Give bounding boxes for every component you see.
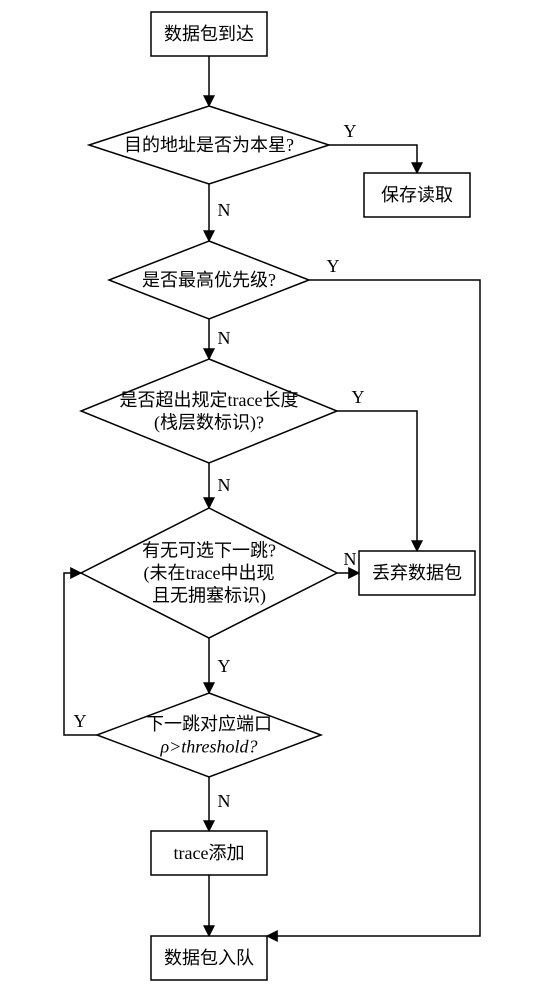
edge-4 [267, 280, 480, 936]
n_enqueue: 数据包入队 [151, 936, 267, 980]
edge-label-2: Y [344, 121, 357, 141]
edge-label-3: N [218, 328, 231, 348]
n_save-line-0: 保存读取 [381, 185, 453, 205]
n_dest: 目的地址是否为本星? [89, 106, 329, 184]
n_start: 数据包到达 [151, 12, 267, 56]
n_start-line-0: 数据包到达 [164, 24, 254, 44]
n_prio: 是否最高优先级? [109, 241, 309, 319]
n_trace-line-0: 是否超出规定trace长度 [120, 390, 299, 410]
edge-6 [337, 411, 417, 551]
edge-label-8: Y [218, 656, 231, 676]
edge-label-10: N [218, 791, 231, 811]
n_save: 保存读取 [364, 173, 470, 217]
n_drop-line-0: 丢弃数据包 [372, 563, 462, 583]
n_port-line-1: ρ>threshold? [159, 736, 257, 756]
n_port-line-0: 下一跳对应端口 [146, 714, 272, 734]
n_next-line-0: 有无可选下一跳? [142, 541, 276, 561]
n_trace-line-1: (栈层数标识)? [154, 412, 264, 433]
n_dest-line-0: 目的地址是否为本星? [124, 135, 294, 155]
n_drop: 丢弃数据包 [359, 551, 475, 595]
n_next-line-1: (未在trace中出现 [144, 563, 275, 584]
edge-label-5: N [218, 475, 231, 495]
n_enqueue-line-0: 数据包入队 [164, 948, 254, 968]
n_prio-line-0: 是否最高优先级? [142, 270, 276, 290]
n_port: 下一跳对应端口ρ>threshold? [97, 693, 321, 777]
n_add-line-0: trace添加 [174, 843, 245, 863]
edge-label-4: Y [327, 256, 340, 276]
edge-label-9: Y [74, 711, 87, 731]
edge-label-1: N [218, 200, 231, 220]
n_next-line-2: 且无拥塞标识) [152, 586, 266, 607]
edge-label-6: Y [352, 387, 365, 407]
n_trace: 是否超出规定trace长度(栈层数标识)? [81, 359, 337, 463]
edge-label-7: N [344, 549, 357, 569]
n_next: 有无可选下一跳?(未在trace中出现且无拥塞标识) [81, 508, 337, 638]
nodes-layer: 数据包到达目的地址是否为本星? 保存读取是否最高优先级? 是否超出规定trace长度… [81, 12, 475, 980]
edge-2 [329, 145, 417, 173]
n_add: trace添加 [151, 831, 267, 875]
